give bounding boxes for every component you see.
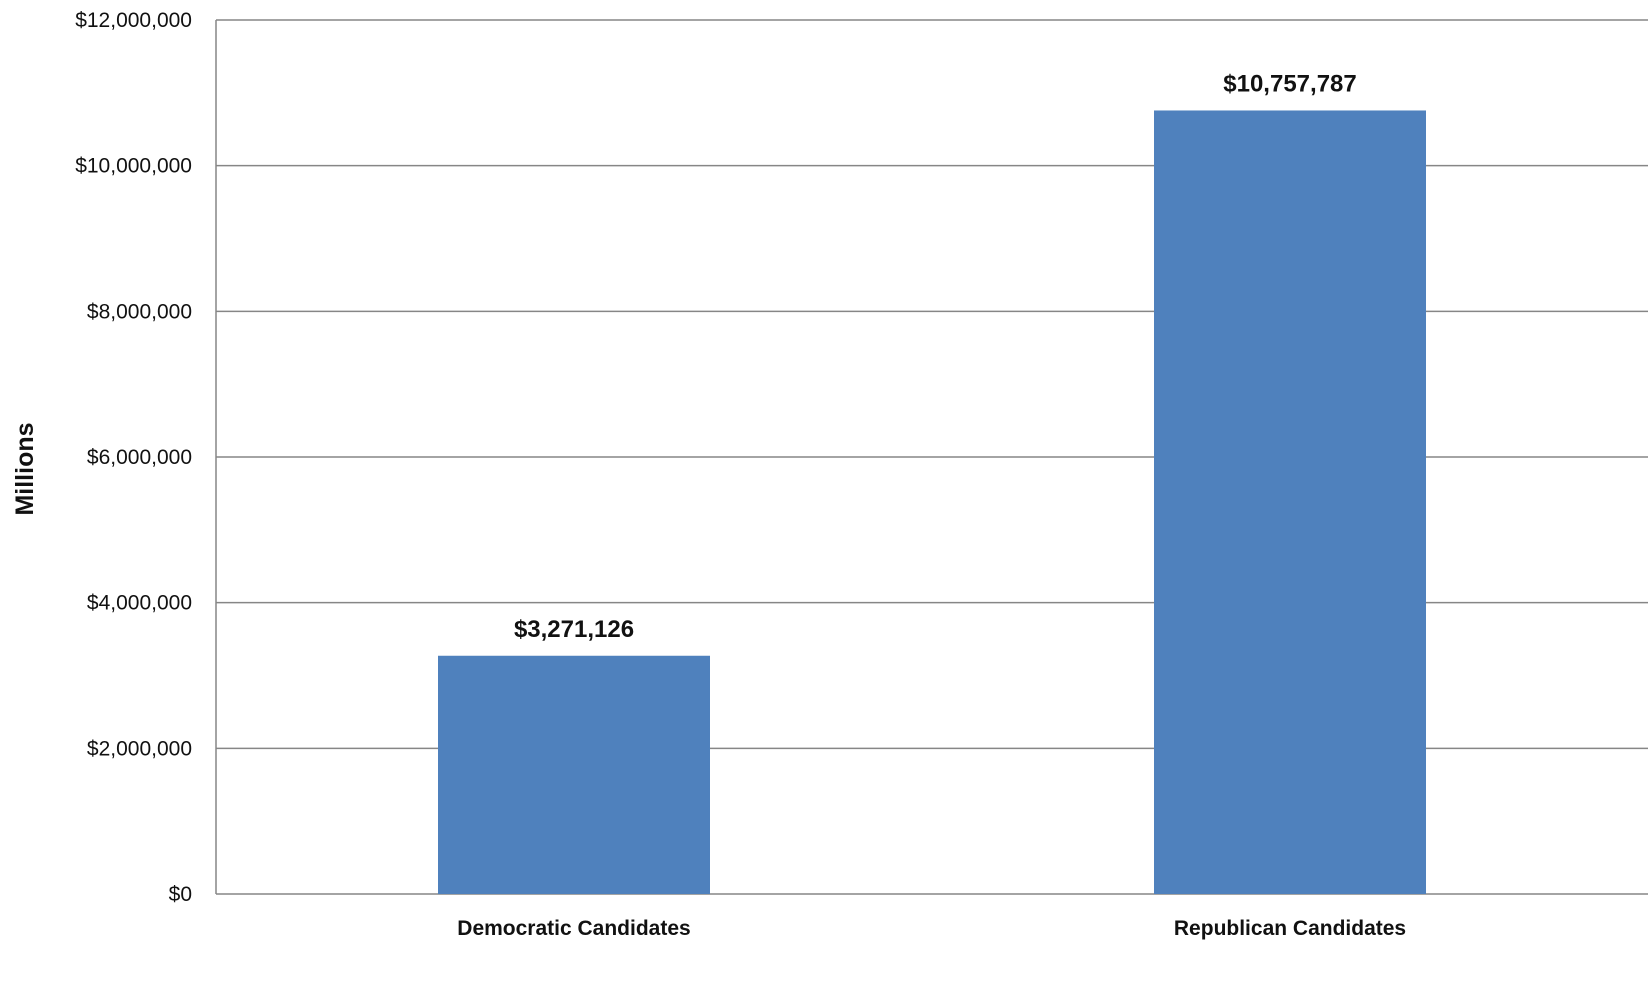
y-axis-title: Millions (11, 422, 39, 515)
data-labels: $3,271,126 $10,757,787 (514, 70, 1357, 642)
x-category-label: Republican Candidates (1174, 917, 1406, 940)
y-axis-ticks: $0 $2,000,000 $4,000,000 $6,000,000 $8,000,0… (75, 9, 192, 906)
bar (438, 655, 710, 894)
y-tick-label: $0 (169, 883, 192, 906)
bars (438, 110, 1426, 895)
bar (1154, 110, 1426, 895)
y-tick-label: $8,000,000 (87, 300, 192, 323)
y-tick-label: $4,000,000 (87, 592, 192, 615)
gridlines (216, 19, 1648, 895)
y-tick-label: $10,000,000 (75, 155, 192, 178)
x-axis-categories: Democratic Candidates Republican Candidat… (457, 917, 1406, 940)
x-category-label: Democratic Candidates (457, 917, 690, 940)
y-tick-label: $2,000,000 (87, 737, 192, 760)
y-tick-label: $6,000,000 (87, 446, 192, 469)
y-tick-label: $12,000,000 (75, 9, 192, 32)
bar-data-label: $10,757,787 (1223, 70, 1356, 97)
bar-data-label: $3,271,126 (514, 616, 634, 643)
